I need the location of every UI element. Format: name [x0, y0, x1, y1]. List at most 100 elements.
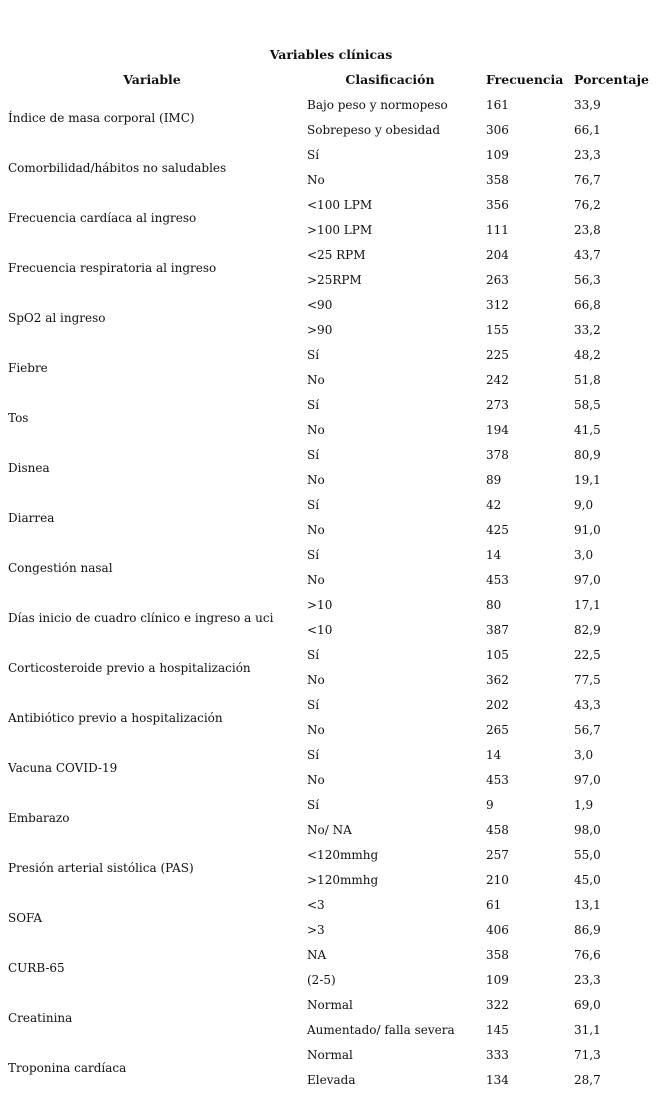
table-row: No 358 76,7 — [0, 168, 662, 193]
table-row: (2-5) 109 23,3 — [0, 968, 662, 993]
percentage-cell: 28,7 — [574, 1073, 601, 1087]
table-row-group: CURB-65 NA 358 76,6 (2-5) 109 23,3 — [0, 943, 662, 993]
frequency-cell: 358 — [486, 173, 509, 187]
percentage-cell: 66,1 — [574, 123, 601, 137]
table-row-group: Frecuencia cardíaca al ingreso <100 LPM 35… — [0, 193, 662, 243]
variable-name: CURB-65 — [8, 961, 65, 975]
percentage-cell: 43,7 — [574, 248, 601, 262]
classification-cell: Sí — [307, 398, 320, 412]
table-row: <25 RPM 204 43,7 — [0, 243, 662, 268]
classification-cell: Sobrepeso y obesidad — [307, 123, 441, 137]
table-row: No 425 91,0 — [0, 518, 662, 543]
percentage-cell: 71,3 — [574, 1048, 601, 1062]
percentage-cell: 55,0 — [574, 848, 601, 862]
frequency-cell: 453 — [486, 573, 509, 587]
frequency-cell: 225 — [486, 348, 509, 362]
table-row: No 265 56,7 — [0, 718, 662, 743]
variable-name: Troponina cardíaca — [8, 1061, 127, 1075]
table-row: <90 312 66,8 — [0, 293, 662, 318]
classification-cell: Sí — [307, 798, 320, 812]
percentage-cell: 22,5 — [574, 648, 601, 662]
percentage-cell: 56,3 — [574, 273, 601, 287]
table-row: No 453 97,0 — [0, 568, 662, 593]
frequency-cell: 194 — [486, 423, 509, 437]
frequency-cell: 61 — [486, 898, 502, 912]
variable-name: Frecuencia respiratoria al ingreso — [8, 261, 217, 275]
table-row: No 362 77,5 — [0, 668, 662, 693]
table-row: Elevada 134 28,7 — [0, 1068, 662, 1093]
classification-cell: Sí — [307, 548, 320, 562]
table-row: <3 61 13,1 — [0, 893, 662, 918]
classification-cell: >120mmhg — [307, 873, 379, 887]
classification-cell: Sí — [307, 748, 320, 762]
classification-cell: Normal — [307, 1048, 353, 1062]
classification-cell: Aumentado/ falla severa — [307, 1023, 455, 1037]
variable-name: Embarazo — [8, 811, 70, 825]
table-row-group: Frecuencia respiratoria al ingreso <25 RP… — [0, 243, 662, 293]
classification-cell: <100 LPM — [307, 198, 373, 212]
percentage-cell: 56,7 — [574, 723, 601, 737]
variable-name: SOFA — [8, 911, 43, 925]
frequency-cell: 9 — [486, 798, 494, 812]
frequency-cell: 406 — [486, 923, 509, 937]
table-row: Bajo peso y normopeso 161 33,9 — [0, 93, 662, 118]
percentage-cell: 23,3 — [574, 973, 601, 987]
frequency-cell: 14 — [486, 548, 502, 562]
table-row: No 194 41,5 — [0, 418, 662, 443]
table-row: Sí 273 58,5 — [0, 393, 662, 418]
percentage-cell: 23,8 — [574, 223, 601, 237]
classification-cell: No — [307, 523, 325, 537]
table-row-group: Días inicio de cuadro clínico e ingreso … — [0, 593, 662, 643]
variable-name: Índice de masa corporal (IMC) — [8, 111, 195, 125]
classification-cell: >3 — [307, 923, 325, 937]
variable-name: Fiebre — [8, 361, 48, 375]
table-row: Sí 105 22,5 — [0, 643, 662, 668]
classification-cell: Sí — [307, 448, 320, 462]
frequency-cell: 210 — [486, 873, 509, 887]
classification-cell: No — [307, 373, 325, 387]
table-row-group: Presión arterial sistólica (PAS) <120mmhg… — [0, 843, 662, 893]
frequency-cell: 161 — [486, 98, 509, 112]
classification-cell: Elevada — [307, 1073, 356, 1087]
classification-cell: Sí — [307, 348, 320, 362]
percentage-cell: 9,0 — [574, 498, 594, 512]
percentage-cell: 17,1 — [574, 598, 601, 612]
percentage-cell: 19,1 — [574, 473, 601, 487]
frequency-cell: 362 — [486, 673, 509, 687]
table-row: No 242 51,8 — [0, 368, 662, 393]
percentage-cell: 69,0 — [574, 998, 601, 1012]
percentage-cell: 97,0 — [574, 773, 601, 787]
table-row-group: SpO2 al ingreso <90 312 66,8 >90 155 33,2 — [0, 293, 662, 343]
classification-cell: >10 — [307, 598, 333, 612]
percentage-cell: 3,0 — [574, 548, 594, 562]
percentage-cell: 45,0 — [574, 873, 601, 887]
frequency-cell: 273 — [486, 398, 509, 412]
classification-cell: Normal — [307, 998, 353, 1012]
table-row-group: Antibiótico previo a hospitalización Sí 20… — [0, 693, 662, 743]
table-row: >100 LPM 111 23,8 — [0, 218, 662, 243]
frequency-cell: 356 — [486, 198, 509, 212]
percentage-cell: 13,1 — [574, 898, 601, 912]
percentage-cell: 51,8 — [574, 373, 601, 387]
frequency-cell: 265 — [486, 723, 509, 737]
variable-name: Diarrea — [8, 511, 55, 525]
variable-name: Creatinina — [8, 1011, 73, 1025]
frequency-cell: 242 — [486, 373, 509, 387]
percentage-cell: 76,2 — [574, 198, 601, 212]
percentage-cell: 33,9 — [574, 98, 601, 112]
percentage-cell: 31,1 — [574, 1023, 601, 1037]
variable-name: Tos — [8, 411, 29, 425]
percentage-cell: 43,3 — [574, 698, 601, 712]
table-row: Sí 14 3,0 — [0, 543, 662, 568]
frequency-cell: 202 — [486, 698, 509, 712]
classification-cell: Bajo peso y normopeso — [307, 98, 448, 112]
table-row-group: Troponina cardíaca Normal 333 71,3 Elevada 13… — [0, 1043, 662, 1093]
table-row: >120mmhg 210 45,0 — [0, 868, 662, 893]
table-row-group: Disnea Sí 378 80,9 No 89 19,1 — [0, 443, 662, 493]
classification-cell: No — [307, 173, 325, 187]
variable-name: Días inicio de cuadro clínico e ingreso … — [8, 611, 274, 625]
classification-cell: No — [307, 673, 325, 687]
table-row-group: Tos Sí 273 58,5 No 194 41,5 — [0, 393, 662, 443]
frequency-cell: 387 — [486, 623, 509, 637]
variable-name: Presión arterial sistólica (PAS) — [8, 861, 194, 875]
